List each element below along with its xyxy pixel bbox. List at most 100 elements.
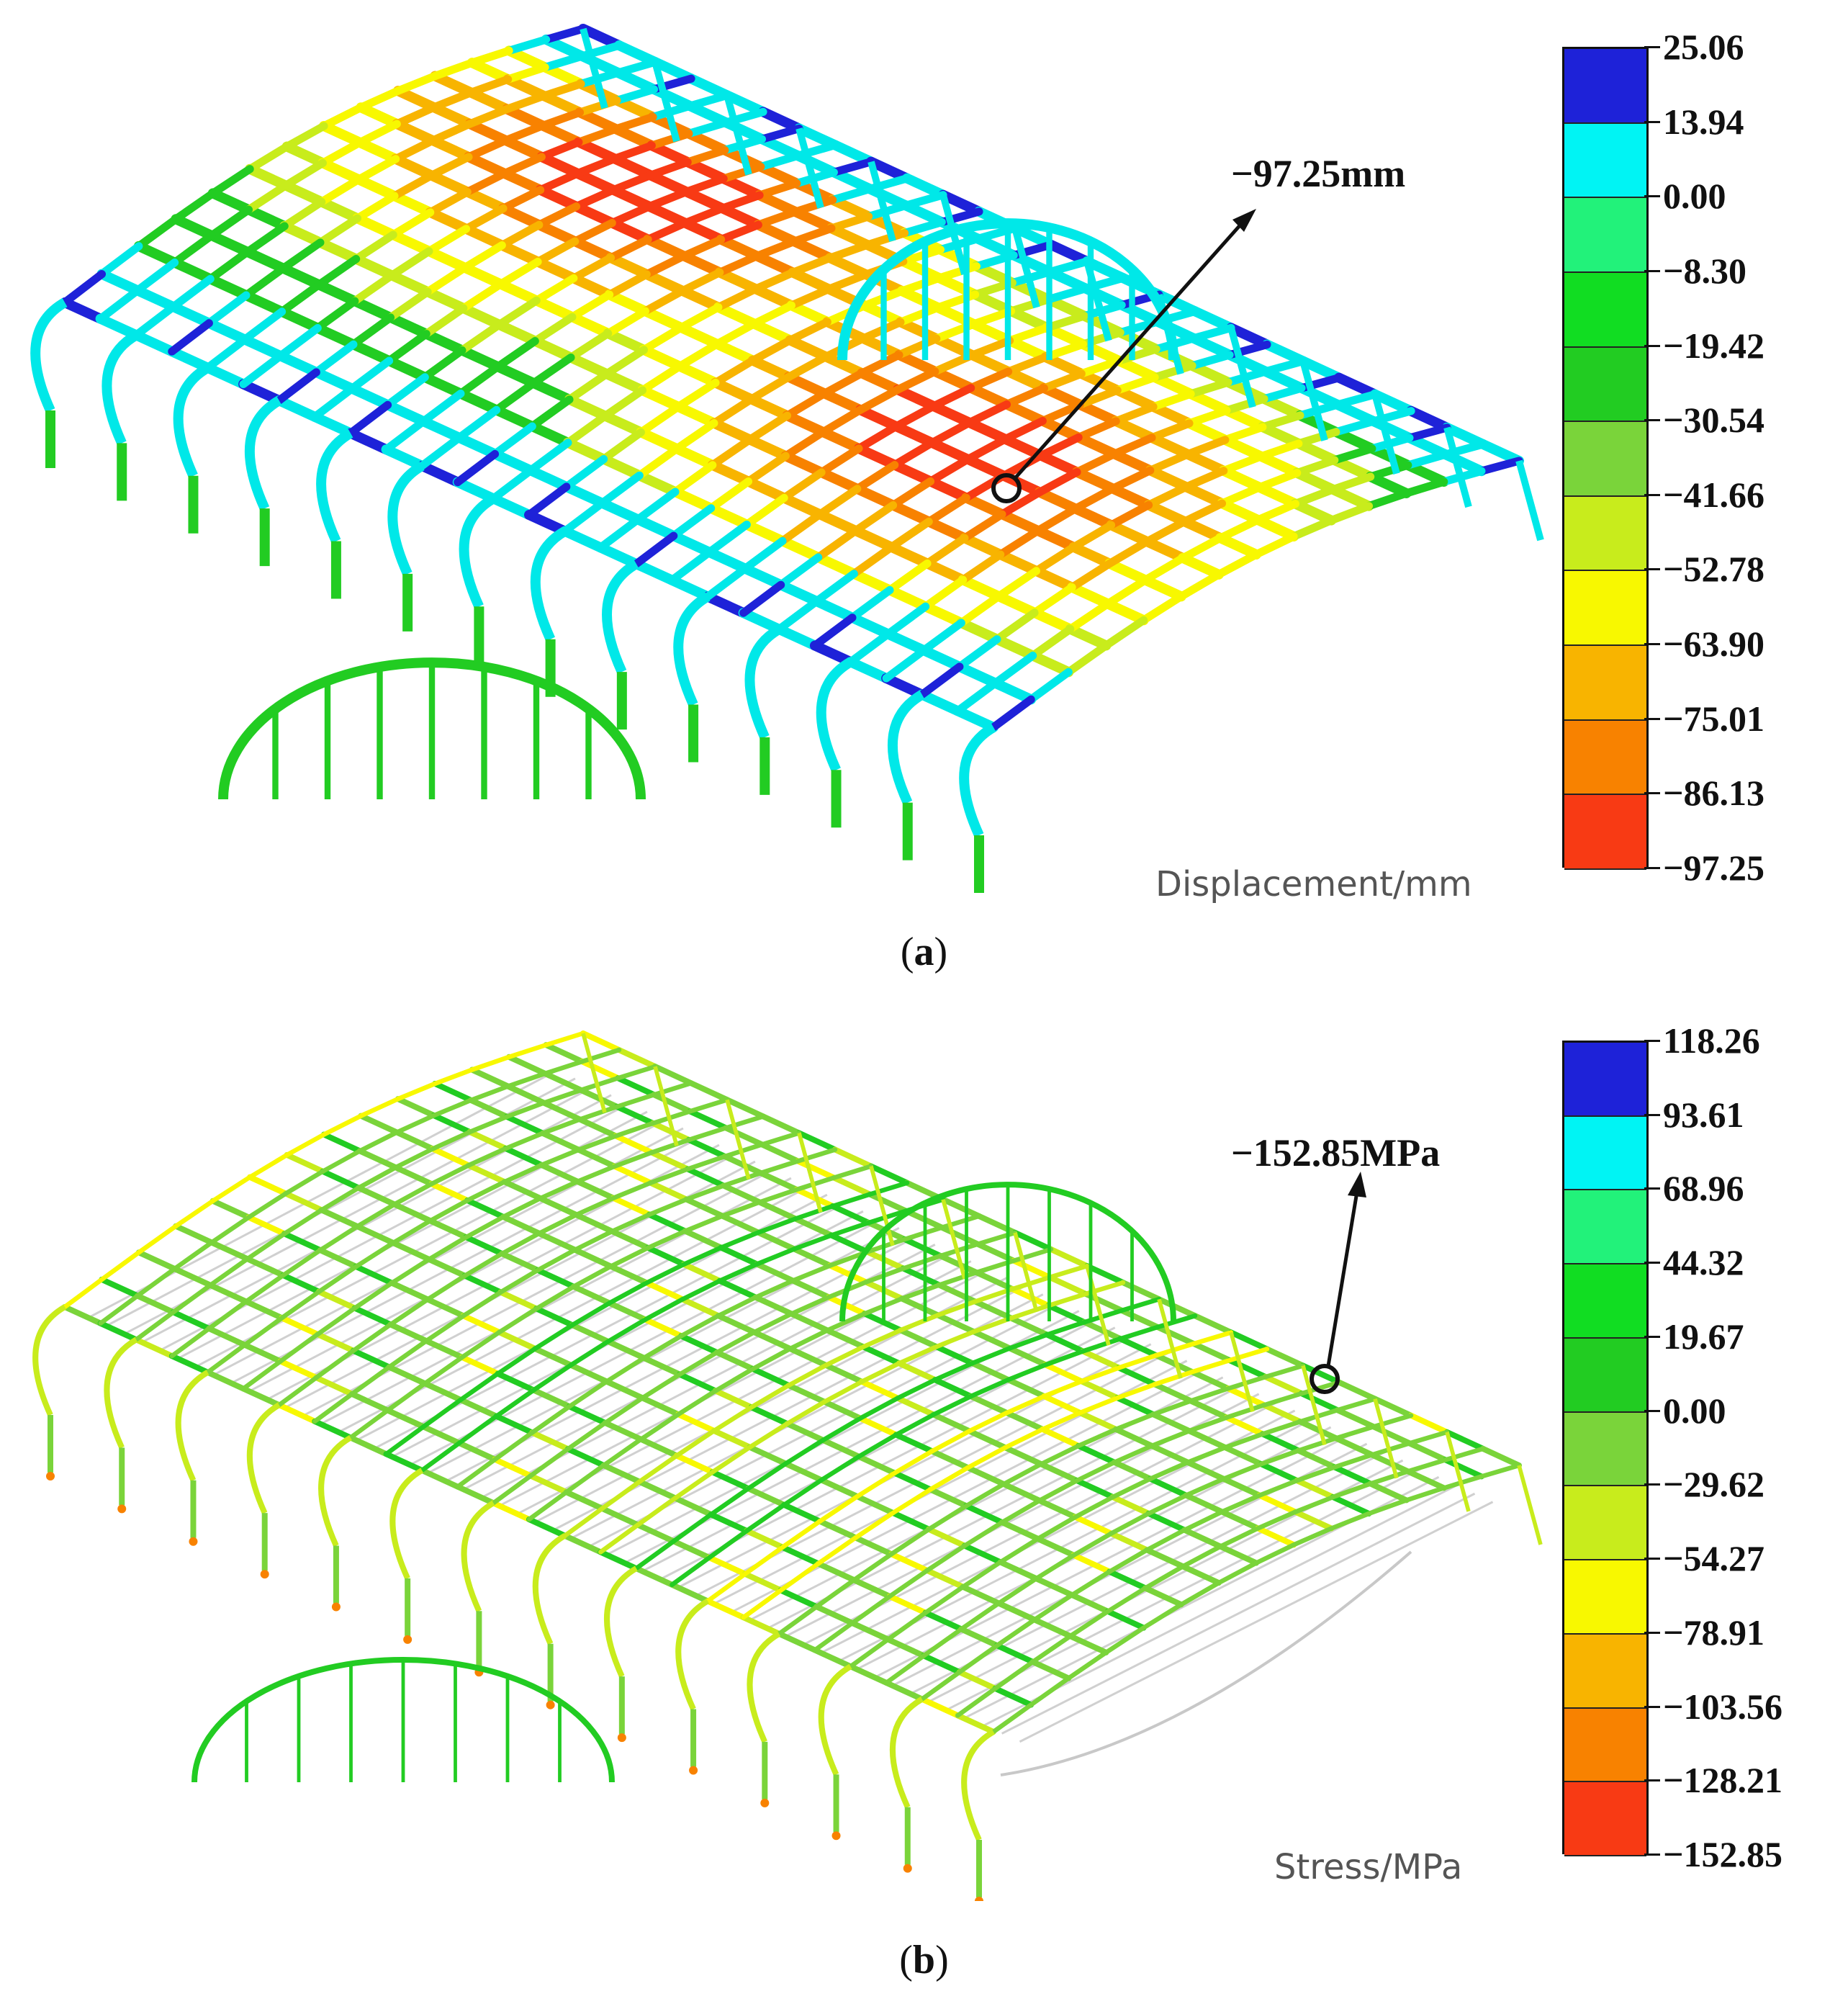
- longitudinal-member: [131, 330, 177, 357]
- longitudinal-member: [1179, 516, 1226, 544]
- longitudinal-member: [496, 1329, 538, 1352]
- transverse-member: [489, 466, 535, 503]
- longitudinal-member: [1372, 1396, 1414, 1419]
- longitudinal-member: [310, 411, 356, 439]
- longitudinal-member: [760, 1113, 802, 1136]
- transverse-member: [968, 1377, 1011, 1399]
- transverse-member: [680, 235, 726, 261]
- legend-tick: [1644, 1409, 1660, 1412]
- transverse-member: [533, 1284, 577, 1311]
- longitudinal-member: [1192, 1313, 1234, 1336]
- transverse-member: [722, 1142, 765, 1159]
- transverse-member: [790, 224, 836, 246]
- transverse-member: [718, 191, 764, 212]
- longitudinal-member: [719, 1213, 762, 1236]
- transverse-member: [497, 220, 544, 250]
- longitudinal-member: [281, 141, 328, 169]
- longitudinal-member: [639, 1395, 682, 1418]
- longitudinal-member: [685, 1136, 728, 1159]
- longitudinal-member: [933, 1344, 975, 1367]
- longitudinal-member: [813, 1604, 855, 1626]
- transverse-member: [957, 592, 1003, 627]
- longitudinal-member: [1147, 1475, 1189, 1498]
- transverse-member: [1222, 1432, 1266, 1450]
- longitudinal-member: [419, 1467, 461, 1490]
- longitudinal-member: [829, 1203, 872, 1226]
- eave-arch: [675, 1598, 710, 1711]
- longitudinal-member: [461, 1272, 504, 1295]
- longitudinal-member: [650, 57, 696, 84]
- legend-value: −52.78: [1663, 549, 1764, 590]
- back-eave-member: [869, 1165, 895, 1246]
- longitudinal-member: [382, 400, 429, 427]
- transverse-member: [433, 1067, 474, 1087]
- longitudinal-member: [830, 140, 876, 167]
- transverse-member: [1106, 500, 1153, 529]
- longitudinal-member: [312, 323, 359, 350]
- longitudinal-member: [891, 1470, 934, 1493]
- transverse-member: [456, 1414, 499, 1446]
- transverse-member: [532, 274, 578, 305]
- transverse-member: [392, 136, 437, 163]
- longitudinal-member: [937, 1253, 980, 1276]
- transverse-member: [317, 1223, 360, 1253]
- transverse-member: [1146, 1493, 1189, 1517]
- longitudinal-member: [677, 1371, 718, 1394]
- transverse-member: [500, 153, 546, 178]
- transverse-member: [754, 1246, 797, 1267]
- longitudinal-member: [428, 1181, 471, 1204]
- transverse-member: [714, 284, 760, 312]
- longitudinal-member: [897, 1327, 939, 1350]
- longitudinal-member: [609, 153, 656, 181]
- transverse-member: [1289, 516, 1335, 541]
- transverse-member: [1142, 517, 1189, 546]
- longitudinal-member: [204, 1369, 247, 1392]
- transverse-member: [757, 124, 803, 143]
- transverse-member: [775, 597, 821, 634]
- transverse-member: [820, 1416, 863, 1443]
- transverse-member: [1109, 466, 1155, 493]
- transverse-member: [279, 238, 325, 273]
- transverse-member: [243, 222, 289, 256]
- longitudinal-member: [1102, 598, 1149, 626]
- transverse-member: [829, 1220, 871, 1238]
- longitudinal-member: [1104, 1608, 1147, 1631]
- transverse-member: [425, 225, 471, 256]
- transverse-member: [430, 88, 475, 112]
- transverse-member: [785, 318, 831, 345]
- legend-swatch: [1564, 272, 1646, 348]
- longitudinal-member: [1217, 1543, 1259, 1566]
- transverse-member: [829, 184, 874, 205]
- transverse-member: [1405, 1457, 1448, 1474]
- longitudinal-member: [1073, 1478, 1116, 1500]
- longitudinal-member: [245, 163, 291, 191]
- longitudinal-member: [672, 444, 718, 470]
- transverse-member: [601, 386, 647, 421]
- longitudinal-member: [747, 1444, 789, 1467]
- transverse-member: [859, 1361, 902, 1384]
- transverse-member: [1404, 450, 1450, 469]
- transverse-member: [934, 290, 980, 312]
- transverse-member: [168, 319, 213, 356]
- longitudinal-member: [463, 151, 510, 179]
- longitudinal-member: [561, 481, 608, 508]
- transverse-member: [1405, 423, 1451, 442]
- longitudinal-member: [1067, 582, 1113, 609]
- longitudinal-member: [567, 1362, 610, 1385]
- transverse-member: [853, 461, 899, 493]
- longitudinal-member: [1009, 1286, 1052, 1309]
- transverse-member: [466, 75, 513, 97]
- longitudinal-member: [1106, 1568, 1148, 1591]
- longitudinal-member: [1107, 483, 1154, 511]
- secondary-member: [1001, 1492, 1476, 1735]
- transverse-member: [813, 526, 860, 562]
- longitudinal-member: [782, 410, 829, 438]
- transverse-member: [351, 271, 396, 305]
- eave-arch: [32, 1304, 67, 1416]
- transverse-member: [1216, 1560, 1259, 1586]
- transverse-member: [1074, 417, 1120, 442]
- transverse-member: [1184, 1476, 1226, 1498]
- transverse-member: [777, 1604, 819, 1637]
- longitudinal-member: [893, 349, 940, 377]
- transverse-member: [923, 534, 969, 568]
